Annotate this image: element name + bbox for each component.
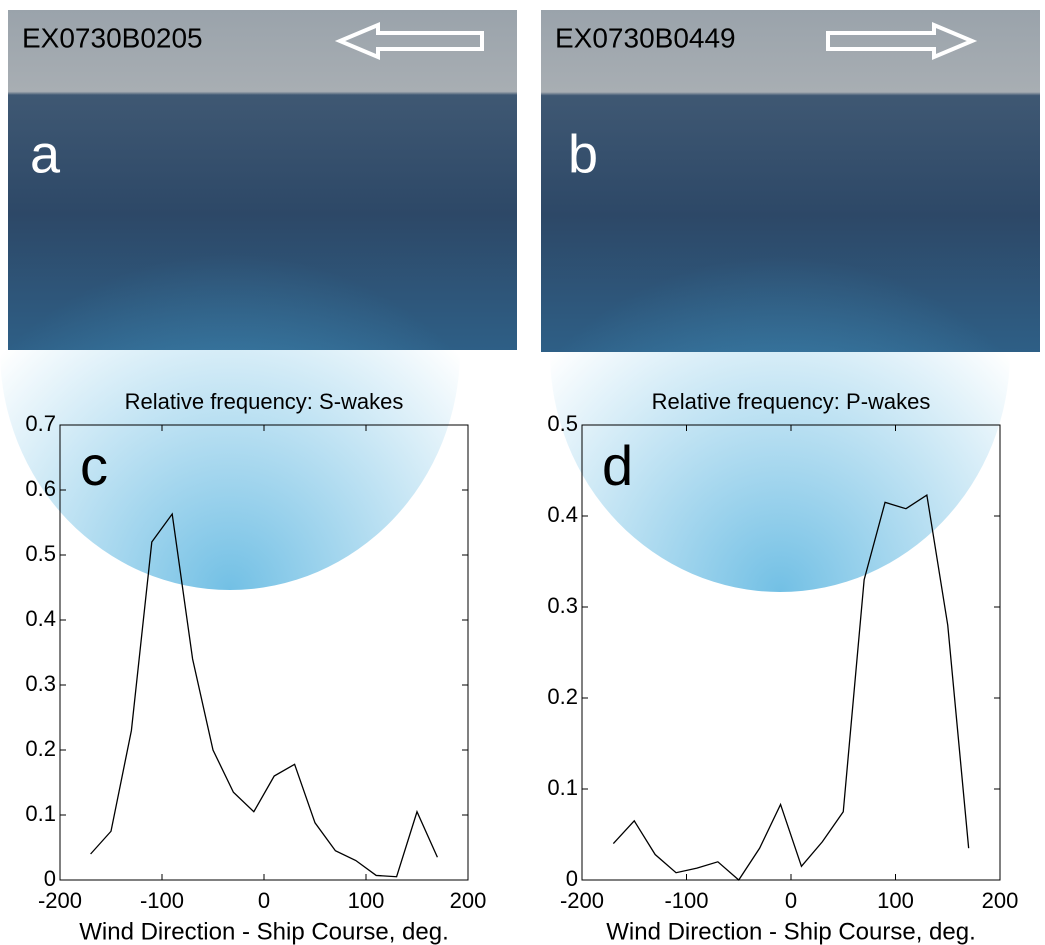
y-tick-label: 0 [566,866,578,891]
x-axis-label: Wind Direction - Ship Course, deg. [79,918,449,945]
x-tick-label: -200 [38,888,82,913]
chart-title: Relative frequency: S-wakes [125,389,404,414]
photo-b: EX0730B0449 b [541,10,1040,592]
wake [550,112,1010,592]
x-tick-label: 200 [450,888,487,913]
photo-label: EX0730B0205 [22,22,203,53]
panel-letter: d [602,434,633,497]
x-tick-label: -200 [560,888,604,913]
panel-letter: c [80,434,108,497]
x-tick-label: -100 [140,888,184,913]
chart-title: Relative frequency: P-wakes [652,389,931,414]
y-tick-label: 0.4 [25,606,56,631]
y-tick-label: 0.4 [547,502,578,527]
x-tick-label: 200 [982,888,1019,913]
y-tick-label: 0.5 [25,541,56,566]
y-tick-label: 0.7 [25,411,56,436]
wake [0,110,460,590]
x-tick-label: 0 [258,888,270,913]
direction-arrow [334,21,484,61]
y-tick-label: 0.2 [547,684,578,709]
x-axis-label: Wind Direction - Ship Course, deg. [606,918,976,945]
panel-letter: a [30,124,61,184]
y-tick-label: 0.5 [547,411,578,436]
panel-letter: b [568,124,598,184]
x-tick-label: 100 [877,888,914,913]
y-tick-label: 0.3 [25,671,56,696]
x-tick-label: 100 [348,888,385,913]
y-tick-label: 0.2 [25,736,56,761]
x-tick-label: 0 [785,888,797,913]
y-tick-label: 0.3 [547,593,578,618]
photo-a: EX0730B0205 a [0,10,517,590]
y-tick-label: 0.6 [25,476,56,501]
data-line [612,493,970,881]
direction-arrow [826,21,978,61]
photo-label: EX0730B0449 [555,22,736,53]
x-tick-label: -100 [664,888,708,913]
y-tick-label: 0.1 [25,801,56,826]
data-line [90,512,438,878]
y-tick-label: 0 [44,866,56,891]
y-tick-label: 0.1 [547,775,578,800]
